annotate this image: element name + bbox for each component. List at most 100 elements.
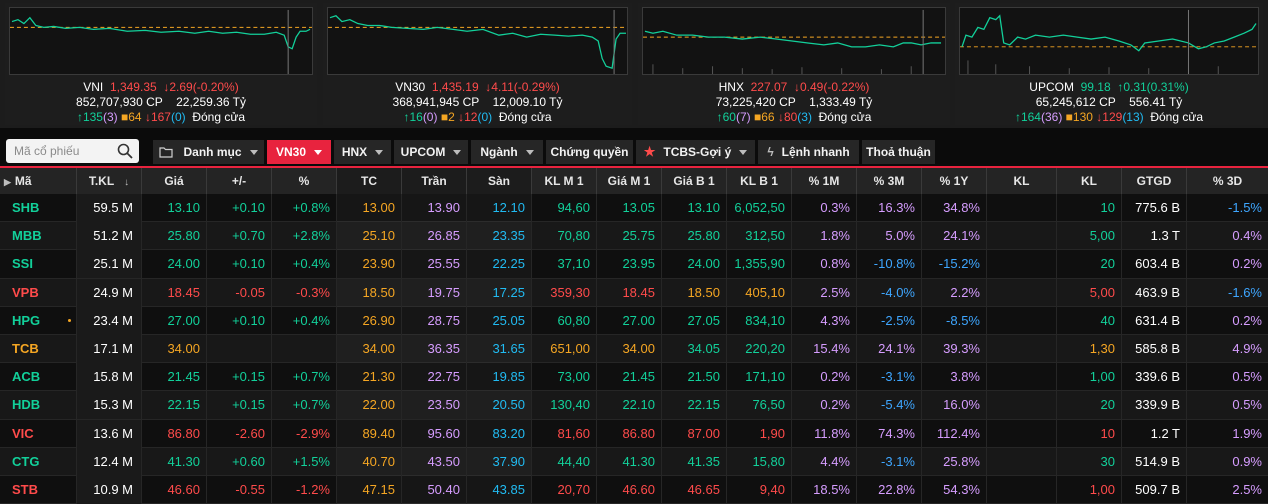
cell-symbol[interactable]: VIC bbox=[0, 419, 77, 448]
cell-kl-1 bbox=[987, 391, 1057, 420]
cell-bid-vol-1: 130,40 bbox=[532, 391, 597, 420]
col-header-bid-price-1[interactable]: Giá M 1 bbox=[597, 168, 662, 194]
col-header-ref[interactable]: TC bbox=[337, 168, 402, 194]
table-row[interactable]: HPG 23.4 M 27.00 +0.10 +0.4% 26.90 28.75 25.05 6… bbox=[0, 306, 1268, 335]
tab-nganh[interactable]: Ngành bbox=[471, 140, 543, 164]
cell-ceiling: 95.60 bbox=[402, 419, 467, 448]
tab-danh-muc[interactable]: Danh mục bbox=[153, 140, 264, 164]
table-row[interactable]: SHB 59.5 M 13.10 +0.10 +0.8% 13.00 13.90 12.10 9… bbox=[0, 194, 1268, 223]
decliners-count: ↓167 bbox=[144, 110, 171, 124]
cell-symbol[interactable]: MBB bbox=[0, 222, 77, 251]
col-header-ask-vol-1[interactable]: KL B 1 bbox=[727, 168, 792, 194]
col-header-bid-vol-1[interactable]: KL M 1 bbox=[532, 168, 597, 194]
cell-floor: 37.90 bbox=[467, 447, 532, 476]
cell-symbol[interactable]: CTG bbox=[0, 447, 77, 476]
index-change: ↓4.11(-0.29%) bbox=[485, 80, 560, 94]
cell-1m: 1.8% bbox=[792, 222, 857, 251]
index-chart-vni bbox=[9, 7, 313, 75]
index-change: ↓2.69(-0.20%) bbox=[163, 80, 239, 94]
cell-price: 24.00 bbox=[142, 250, 207, 279]
tab-tcbs-goi-y[interactable]: ★ TCBS-Gợi ý bbox=[636, 140, 755, 164]
cell-change: -2.60 bbox=[207, 419, 272, 448]
search-input[interactable] bbox=[6, 139, 114, 163]
table-header: ▶ Mã T.KL ↓ Giá +/- % TC Trần Sàn KL M 1 G… bbox=[0, 168, 1268, 194]
cell-3m: -4.0% bbox=[857, 278, 922, 307]
col-header-kl-2[interactable]: KL bbox=[1057, 168, 1122, 194]
cell-floor: 12.10 bbox=[467, 194, 532, 222]
table-row[interactable]: VIC 13.6 M 86.80 -2.60 -2.9% 89.40 95.60 83.20 8… bbox=[0, 419, 1268, 448]
col-header-total-volume[interactable]: T.KL ↓ bbox=[77, 168, 142, 194]
table-row[interactable]: SSI 25.1 M 24.00 +0.10 +0.4% 23.90 25.55 22.25 3… bbox=[0, 250, 1268, 279]
col-header-1y[interactable]: % 1Y bbox=[922, 168, 987, 194]
cell-symbol[interactable]: HDB bbox=[0, 391, 77, 420]
cell-kl-2: 5,00 bbox=[1057, 222, 1122, 251]
tab-lenh-nhanh[interactable]: ϟ Lệnh nhanh bbox=[758, 140, 859, 164]
cell-symbol[interactable]: ACB bbox=[0, 363, 77, 392]
index-card-vn30[interactable]: VN30 1,435.19 ↓4.11(-0.29%) 368,941,945 … bbox=[323, 3, 632, 125]
cell-bid-vol-1: 70,80 bbox=[532, 222, 597, 251]
cell-3m: -3.1% bbox=[857, 363, 922, 392]
cell-symbol[interactable]: TCB bbox=[0, 334, 77, 363]
tab-vn30[interactable]: VN30 bbox=[267, 140, 331, 164]
tab-upcom[interactable]: UPCOM bbox=[394, 140, 468, 164]
cell-ask-price-1: 41.35 bbox=[662, 447, 727, 476]
table-row[interactable]: VPB 24.9 M 18.45 -0.05 -0.3% 18.50 19.75 17.25 3… bbox=[0, 278, 1268, 307]
cell-symbol[interactable]: STB bbox=[0, 475, 77, 504]
cell-kl-2: 1,30 bbox=[1057, 334, 1122, 363]
table-row[interactable]: MBB 51.2 M 25.80 +0.70 +2.8% 25.10 26.85 23.35 7… bbox=[0, 222, 1268, 251]
unchanged-count: 66 bbox=[761, 110, 775, 124]
index-card-vni[interactable]: VNI 1,349.35 ↓2.69(-0.20%) 852,707,930 C… bbox=[5, 3, 317, 125]
cell-ceiling: 50.40 bbox=[402, 475, 467, 504]
cell-symbol[interactable]: SHB bbox=[0, 194, 77, 222]
table-row[interactable]: TCB 17.1 M 34.00 34.00 36.35 31.65 651,00 34.00… bbox=[0, 334, 1268, 364]
lightning-icon: ϟ bbox=[767, 145, 774, 159]
cell-kl-2: 10 bbox=[1057, 194, 1122, 222]
index-card-upcom[interactable]: UPCOM 99.18 ↑0.31(0.31%) 65,245,612 CP 5… bbox=[955, 3, 1263, 125]
tab-hnx[interactable]: HNX bbox=[334, 140, 391, 164]
cell-value: 514.9 B bbox=[1122, 447, 1187, 476]
tab-chung-quyen[interactable]: Chứng quyền bbox=[546, 140, 633, 164]
tab-underline bbox=[0, 166, 1268, 168]
search-box[interactable] bbox=[6, 139, 139, 163]
cell-kl-1 bbox=[987, 222, 1057, 251]
col-header-3d[interactable]: % 3D bbox=[1212, 174, 1243, 188]
index-card-hnx[interactable]: HNX 227.07 ↓0.49(-0.22%) 73,225,420 CP 1… bbox=[638, 3, 950, 125]
cell-ref: 25.10 bbox=[337, 222, 402, 251]
cell-symbol[interactable]: VPB bbox=[0, 278, 77, 307]
cell-ask-price-1: 25.80 bbox=[662, 222, 727, 251]
chevron-down-icon bbox=[525, 149, 534, 155]
cell-ref: 22.00 bbox=[337, 391, 402, 420]
col-header-kl-1[interactable]: KL bbox=[987, 168, 1057, 194]
index-turnover: 1,333.49 Tỷ bbox=[809, 95, 873, 109]
tab-thoa-thuan[interactable]: Thoả thuận bbox=[862, 140, 935, 164]
cell-ref: 47.15 bbox=[337, 475, 402, 504]
col-header-1m[interactable]: % 1M bbox=[792, 168, 857, 194]
cell-1y: 34.8% bbox=[922, 194, 987, 222]
cell-value: 631.4 B bbox=[1122, 306, 1187, 335]
col-header-floor[interactable]: Sàn bbox=[467, 168, 532, 194]
table-row[interactable]: STB 10.9 M 46.60 -0.55 -1.2% 47.15 50.40 43.85 2… bbox=[0, 475, 1268, 504]
col-header-3m[interactable]: % 3M bbox=[857, 168, 922, 194]
col-header-value[interactable]: GTGD bbox=[1122, 168, 1187, 194]
cell-symbol[interactable]: SSI bbox=[0, 250, 77, 279]
index-turnover: 556.41 Tỷ bbox=[1129, 95, 1183, 109]
col-header-change[interactable]: +/- bbox=[207, 168, 272, 194]
table-row[interactable]: ACB 15.8 M 21.45 +0.15 +0.7% 21.30 22.75 19.85 7… bbox=[0, 363, 1268, 392]
table-row[interactable]: CTG 12.4 M 41.30 +0.60 +1.5% 40.70 43.50 37.90 4… bbox=[0, 447, 1268, 476]
index-chart-hnx bbox=[642, 7, 946, 75]
cell-ceiling: 22.75 bbox=[402, 363, 467, 392]
table-row[interactable]: HDB 15.3 M 22.15 +0.15 +0.7% 22.00 23.50 20.50 1… bbox=[0, 391, 1268, 420]
col-header-ceiling[interactable]: Trần bbox=[402, 168, 467, 194]
cell-price: 41.30 bbox=[142, 447, 207, 476]
col-header-symbol[interactable]: ▶ Mã bbox=[0, 168, 77, 194]
cell-ref: 18.50 bbox=[337, 278, 402, 307]
cell-symbol[interactable]: HPG bbox=[0, 306, 77, 335]
cell-bid-vol-1: 81,60 bbox=[532, 419, 597, 448]
cell-floor: 25.05 bbox=[467, 306, 532, 335]
col-header-ask-price-1[interactable]: Giá B 1 bbox=[662, 168, 727, 194]
col-header-percent[interactable]: % bbox=[272, 168, 337, 194]
tab-label: Danh mục bbox=[183, 145, 242, 159]
cell-bid-price-1: 22.10 bbox=[597, 391, 662, 420]
col-header-price[interactable]: Giá bbox=[142, 168, 207, 194]
search-icon[interactable] bbox=[117, 143, 133, 159]
